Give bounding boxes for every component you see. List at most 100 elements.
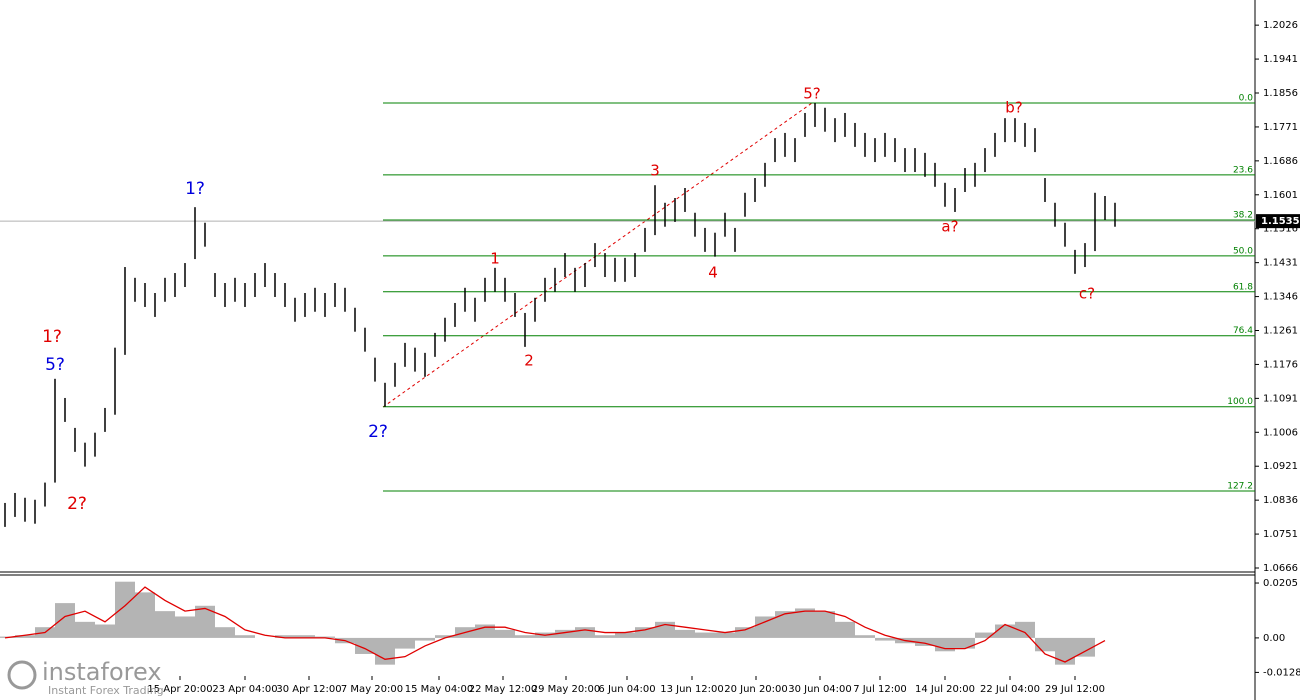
current-price-box: [1256, 214, 1300, 229]
wave-label: a?: [941, 218, 958, 236]
wave-label: 2?: [368, 422, 388, 442]
y-tick-label: 1.1856: [1263, 88, 1298, 99]
y-tick-label: 1.1941: [1263, 54, 1298, 65]
osc-bar: [115, 581, 135, 638]
osc-y-tick-label: 0.0205: [1263, 578, 1298, 589]
logo-icon: [7, 660, 37, 690]
osc-bar: [55, 603, 75, 638]
wave-label: 5?: [803, 85, 821, 103]
wave-label: 1?: [42, 327, 62, 347]
y-tick-label: 1.0836: [1263, 495, 1298, 506]
y-tick-label: 1.1091: [1263, 393, 1298, 404]
x-tick-label: 30 Jun 04:00: [788, 684, 852, 695]
wave-label: 3: [650, 162, 660, 180]
wave-label: b?: [1005, 99, 1022, 117]
osc-bar: [215, 627, 235, 638]
x-tick-label: 30 Apr 12:00: [276, 684, 341, 695]
osc-bar: [875, 637, 895, 641]
osc-bar: [595, 635, 615, 638]
wave-label: 1: [490, 250, 500, 268]
osc-bar: [415, 637, 435, 641]
osc-bar: [975, 632, 995, 638]
osc-bar: [235, 635, 255, 638]
osc-bar: [935, 637, 955, 652]
osc-bar: [555, 629, 575, 638]
osc-bar: [175, 616, 195, 638]
osc-bar: [95, 624, 115, 638]
wave-label: 2: [524, 352, 534, 370]
osc-bar: [675, 629, 695, 638]
y-tick-label: 1.1516: [1263, 224, 1298, 235]
y-tick-label: 1.0751: [1263, 529, 1298, 540]
x-tick-label: 15 Apr 20:00: [147, 684, 212, 695]
osc-bar: [795, 608, 815, 638]
osc-bar: [955, 637, 975, 649]
y-tick-label: 1.1601: [1263, 190, 1298, 201]
osc-bar: [475, 624, 495, 638]
y-tick-label: 1.1431: [1263, 258, 1298, 269]
osc-bar: [1075, 637, 1095, 657]
x-tick-label: 20 Jun 20:00: [724, 684, 788, 695]
y-tick-label: 1.1346: [1263, 292, 1298, 303]
x-tick-label: 29 May 20:00: [532, 684, 601, 695]
y-tick-label: 1.0921: [1263, 461, 1298, 472]
osc-bar: [735, 627, 755, 638]
fib-label: 76.4: [1233, 326, 1253, 336]
y-tick-label: 1.1006: [1263, 427, 1298, 438]
osc-bar: [775, 611, 795, 638]
tagline: Instant Forex Trading: [48, 684, 164, 697]
watermark: instaforex Instant Forex Trading: [7, 658, 164, 697]
osc-bar: [855, 635, 875, 638]
osc-bar: [195, 605, 215, 638]
osc-bar: [1035, 637, 1055, 652]
osc-bar: [715, 632, 735, 638]
x-tick-label: 7 May 20:00: [341, 684, 403, 695]
x-tick-label: 7 Jul 12:00: [853, 684, 907, 695]
osc-y-tick-label: -0.01289: [1263, 667, 1300, 678]
x-tick-label: 14 Jul 20:00: [915, 684, 975, 695]
osc-bar: [915, 637, 935, 646]
osc-bar: [275, 635, 295, 638]
osc-bar: [435, 635, 455, 638]
osc-bar: [515, 635, 535, 638]
y-tick-label: 1.0666: [1263, 563, 1298, 574]
y-tick-label: 1.1771: [1263, 122, 1298, 133]
brand: instaforex: [42, 658, 162, 686]
osc-bar: [1015, 621, 1035, 638]
fib-label: 38.2: [1233, 210, 1253, 220]
wave-label: 1?: [185, 179, 205, 199]
osc-bar: [635, 627, 655, 638]
x-tick-label: 15 May 04:00: [405, 684, 474, 695]
wave-label: 2?: [67, 494, 87, 514]
osc-bar: [615, 632, 635, 638]
current-price-label: 1.1535: [1261, 216, 1300, 227]
osc-bar: [375, 637, 395, 665]
osc-bar: [395, 637, 415, 649]
y-tick-label: 1.1176: [1263, 359, 1298, 370]
x-tick-label: 29 Jul 12:00: [1045, 684, 1105, 695]
fib-label: 61.8: [1233, 282, 1253, 292]
x-tick-label: 22 May 12:00: [469, 684, 538, 695]
osc-bar: [155, 611, 175, 638]
osc-bar: [575, 627, 595, 638]
osc-bar: [755, 616, 775, 638]
x-tick-label: 22 Jul 04:00: [980, 684, 1040, 695]
osc-bar: [835, 621, 855, 638]
y-tick-label: 1.1686: [1263, 156, 1298, 167]
x-tick-label: 13 Jun 12:00: [660, 684, 724, 695]
osc-bar: [75, 621, 95, 638]
osc-bar: [135, 592, 155, 638]
fib-label: 23.6: [1233, 165, 1253, 175]
osc-bar: [1055, 637, 1075, 665]
osc-bar: [995, 624, 1015, 638]
fib-label: 0.0: [1239, 93, 1254, 103]
osc-bar: [15, 635, 35, 638]
y-tick-label: 1.2026: [1263, 20, 1298, 31]
fib-label: 100.0: [1227, 397, 1253, 407]
signal-line: [4, 586, 1106, 663]
fib-label: 50.0: [1233, 246, 1253, 256]
osc-bar: [495, 629, 515, 638]
osc-bar: [355, 637, 375, 654]
